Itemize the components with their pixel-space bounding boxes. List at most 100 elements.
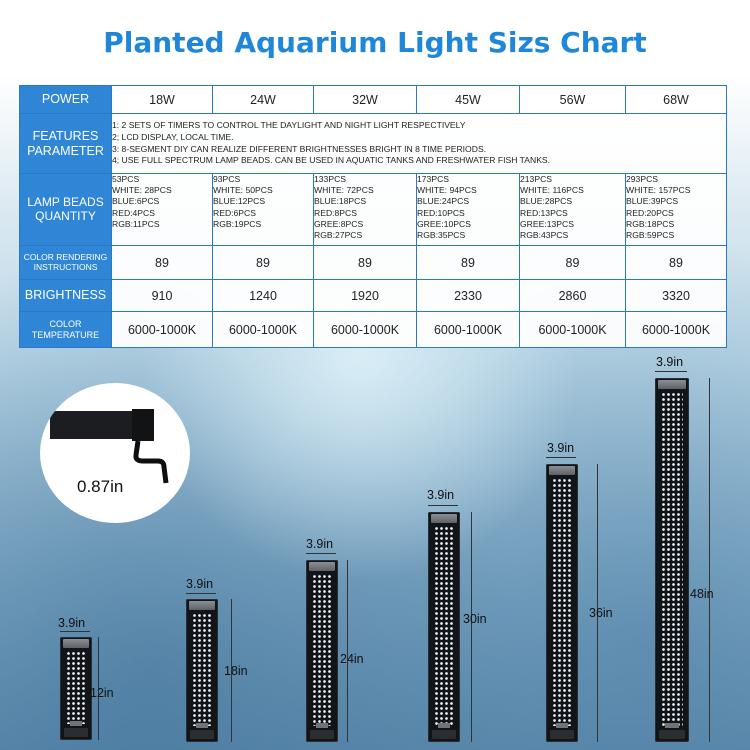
bead-line: 213PCS xyxy=(520,174,553,184)
cri-label: COLOR RENDERING INSTRUCTIONS xyxy=(19,245,112,280)
brightness-cell: 1240 xyxy=(212,279,314,312)
bead-line: 93PCS xyxy=(213,174,241,184)
bead-line: RED:6PCS xyxy=(213,207,256,218)
lamp-width-label: 3.9in xyxy=(58,616,86,630)
power-cell: 24W xyxy=(212,85,314,114)
cri-label-line: COLOR RENDERING xyxy=(23,251,108,262)
thickness-label: 0.87in xyxy=(77,477,124,496)
beads-cell: 93PCS WHITE: 50PCS BLUE:12PCS RED:6PCS R… xyxy=(212,173,314,246)
lamp-image xyxy=(428,512,460,742)
bead-line: BLUE:39PCS xyxy=(626,196,679,207)
features-label: FEATURES PARAMETER xyxy=(19,113,112,174)
width-line xyxy=(186,593,216,594)
power-row: POWER 18W 24W 32W 45W 56W 68W xyxy=(19,85,727,114)
cri-cell: 89 xyxy=(625,245,727,280)
length-line xyxy=(347,560,348,742)
features-label-line: FEATURES xyxy=(32,129,99,144)
beads-cell: 293PCS WHITE: 157PCS BLUE:39PCS RED:20PC… xyxy=(625,173,727,246)
lamp-length-label: 18in xyxy=(224,664,248,678)
temperature-label-line: TEMPERATURE xyxy=(31,329,100,340)
cri-cell: 89 xyxy=(111,245,213,280)
power-cell: 32W xyxy=(313,85,417,114)
beads-label-line: QUANTITY xyxy=(35,208,96,223)
beads-cell: 133PCS WHITE: 72PCS BLUE:18PCS RED:8PCS … xyxy=(313,173,417,246)
bead-line: 53PCS xyxy=(112,174,140,184)
feature-line: 4; USE FULL SPECTRUM LAMP BEADS. CAN BE … xyxy=(112,155,551,166)
temperature-row: COLOR TEMPERATURE 6000-1000K 6000-1000K … xyxy=(19,311,727,348)
lamp-image xyxy=(186,599,218,742)
lamp-width-label: 3.9in xyxy=(306,537,334,551)
brightness-row: BRIGHTNESS 910 1240 1920 2330 2860 3320 xyxy=(19,279,727,312)
bead-line: BLUE:12PCS xyxy=(213,196,266,207)
power-cell: 18W xyxy=(111,85,213,114)
thickness-detail-circle xyxy=(40,383,190,523)
bead-line: WHITE: 72PCS xyxy=(314,185,374,196)
bead-line: GREE:10PCS xyxy=(417,218,471,229)
bead-line: RED:20PCS xyxy=(626,207,674,218)
page-title: Planted Aquarium Light Sizs Chart xyxy=(103,26,647,59)
bead-line: RED:10PCS xyxy=(417,207,465,218)
lamp-length-label: 36in xyxy=(589,606,613,620)
cri-cell: 89 xyxy=(519,245,626,280)
features-text: 1: 2 SETS OF TIMERS TO CONTROL THE DAYLI… xyxy=(111,113,727,174)
bead-line: RGB:59PCS xyxy=(626,230,675,241)
feature-line: 2; LCD DISPLAY, LOCAL TIME. xyxy=(112,131,234,142)
bead-line: 173PCS xyxy=(417,174,450,184)
bead-line: GREE:13PCS xyxy=(520,218,574,229)
length-line xyxy=(471,512,472,742)
lamp-length-label: 12in xyxy=(90,686,114,700)
bead-line: WHITE: 157PCS xyxy=(626,185,691,196)
bead-line: 293PCS xyxy=(626,174,659,184)
beads-cell: 53PCS WHITE: 28PCS BLUE:6PCS RED:4PCS RG… xyxy=(111,173,213,246)
bead-line: RGB:27PCS xyxy=(314,230,363,241)
cri-cell: 89 xyxy=(416,245,520,280)
features-label-line: PARAMETER xyxy=(27,143,104,158)
length-line xyxy=(98,637,99,740)
bead-line: RGB:18PCS xyxy=(626,218,675,229)
width-line xyxy=(546,457,576,458)
bead-line: RED:8PCS xyxy=(314,207,357,218)
temperature-label: COLOR TEMPERATURE xyxy=(19,311,112,348)
brightness-cell: 1920 xyxy=(313,279,417,312)
lamp-image xyxy=(306,560,338,742)
brightness-cell: 3320 xyxy=(625,279,727,312)
cri-cell: 89 xyxy=(313,245,417,280)
feature-line: 1: 2 SETS OF TIMERS TO CONTROL THE DAYLI… xyxy=(112,120,466,131)
bead-line: WHITE: 50PCS xyxy=(213,185,273,196)
temperature-cell: 6000-1000K xyxy=(416,311,520,348)
width-line xyxy=(655,371,687,372)
lamp-image xyxy=(655,378,689,742)
bead-line: RGB:19PCS xyxy=(213,218,262,229)
length-line xyxy=(709,378,710,742)
bead-line: RED:4PCS xyxy=(112,207,155,218)
bead-line: BLUE:18PCS xyxy=(314,196,367,207)
beads-label-line: LAMP BEADS xyxy=(27,194,104,209)
bead-line: 133PCS xyxy=(314,174,347,184)
width-line xyxy=(428,505,458,506)
lamp-width-label: 3.9in xyxy=(547,441,575,455)
bead-line: BLUE:28PCS xyxy=(520,196,573,207)
bead-line: GREE:8PCS xyxy=(314,218,364,229)
bead-line: BLUE:24PCS xyxy=(417,196,470,207)
temperature-cell: 6000-1000K xyxy=(212,311,314,348)
temperature-label-line: COLOR xyxy=(49,319,82,330)
length-line xyxy=(597,464,598,742)
thickness-detail-view xyxy=(40,383,190,523)
temperature-cell: 6000-1000K xyxy=(625,311,727,348)
lamp-width-label: 3.9in xyxy=(186,577,214,591)
beads-label: LAMP BEADS QUANTITY xyxy=(19,173,112,246)
bead-line: BLUE:6PCS xyxy=(112,196,160,207)
bead-line: WHITE: 116PCS xyxy=(520,185,584,196)
bead-line: RED:13PCS xyxy=(520,207,568,218)
temperature-cell: 6000-1000K xyxy=(111,311,213,348)
width-line xyxy=(306,553,336,554)
power-label: POWER xyxy=(19,85,112,114)
feature-line: 3: 8-SEGMENT DIY CAN REALIZE DIFFERENT B… xyxy=(112,143,487,154)
bead-line: WHITE: 94PCS xyxy=(417,185,477,196)
power-cell: 68W xyxy=(625,85,727,114)
bead-line: WHITE: 28PCS xyxy=(112,185,172,196)
bead-line: RGB:43PCS xyxy=(520,230,569,241)
lamp-width-label: 3.9in xyxy=(427,488,455,502)
lamp-length-label: 48in xyxy=(690,587,714,601)
bead-line: RGB:35PCS xyxy=(417,230,466,241)
